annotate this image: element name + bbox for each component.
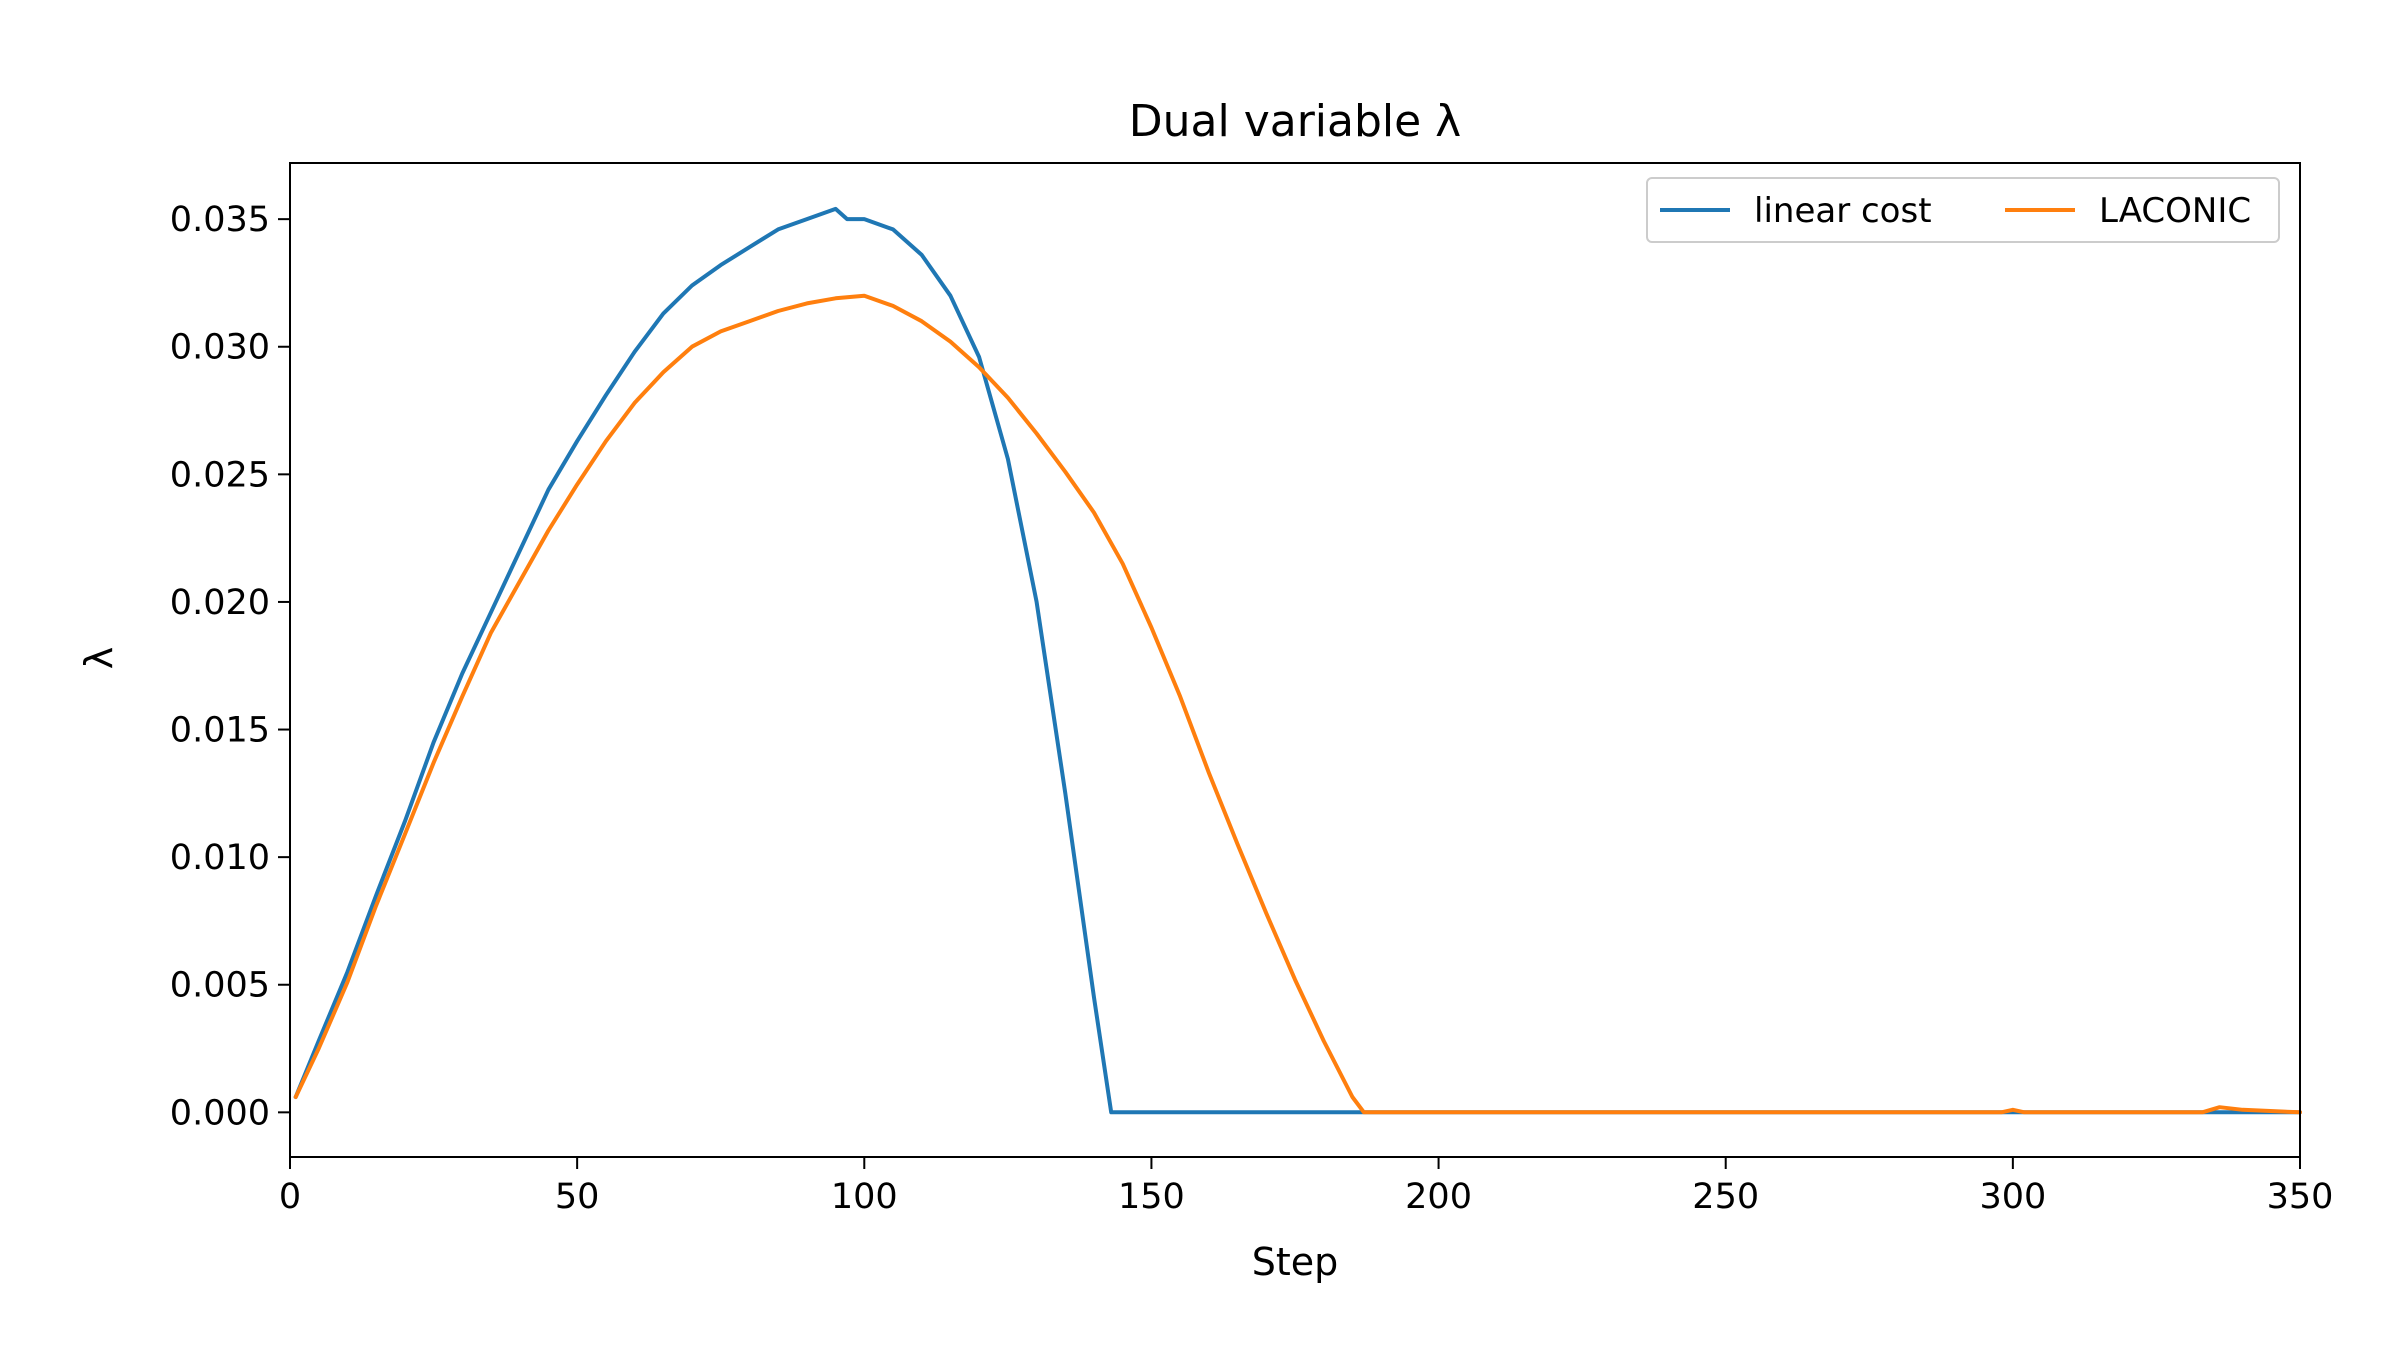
legend-label-0: linear cost [1754, 191, 1932, 231]
x-tick-label: 150 [1118, 1177, 1185, 1217]
x-tick-label: 300 [1979, 1177, 2046, 1217]
legend-box [1646, 177, 2280, 243]
y-axis-label: λ [77, 647, 121, 670]
y-tick-label: 0.000 [170, 1093, 270, 1133]
y-axis-ticks: 0.000 0.005 0.010 0.015 0.020 0.025 0.030 0.035 [170, 200, 290, 1133]
x-tick-label: 100 [831, 1177, 898, 1217]
x-axis-label: Step [1252, 1240, 1339, 1284]
x-tick-label: 50 [555, 1177, 600, 1217]
chart-title: Dual variable λ [1129, 96, 1461, 147]
x-tick-label: 0 [279, 1177, 301, 1217]
y-tick-label: 0.020 [170, 583, 270, 623]
legend-label-1: LACONIC [2099, 191, 2251, 231]
y-tick-label: 0.035 [170, 200, 270, 240]
series-layer [293, 206, 2302, 1115]
plot-frame [289, 162, 2301, 1158]
x-tick-label: 250 [1692, 1177, 1759, 1217]
y-tick-label: 0.010 [170, 838, 270, 878]
x-axis-ticks: 0 50 100 150 200 250 300 350 [279, 1157, 2334, 1217]
y-tick-label: 0.030 [170, 328, 270, 368]
y-tick-label: 0.025 [170, 455, 270, 495]
series-line-0 [293, 206, 2302, 1115]
legend: linear cost LACONIC [1646, 177, 2280, 243]
series-line-1 [293, 293, 2302, 1115]
x-tick-label: 200 [1405, 1177, 1472, 1217]
y-tick-label: 0.015 [170, 711, 270, 751]
x-tick-label: 350 [2267, 1177, 2334, 1217]
y-tick-label: 0.005 [170, 966, 270, 1006]
